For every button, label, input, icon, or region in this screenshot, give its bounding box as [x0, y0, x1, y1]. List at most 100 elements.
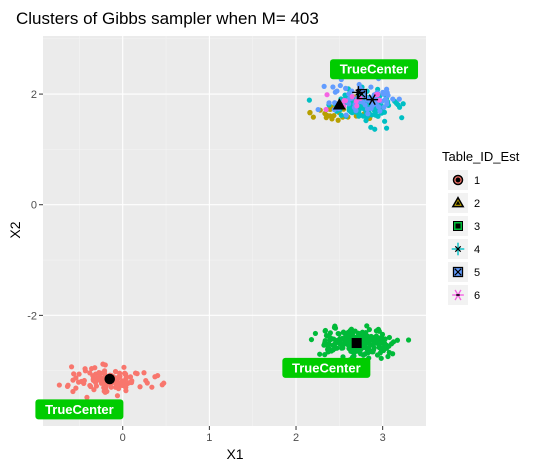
data-point-cluster-5	[380, 91, 387, 97]
data-point-cluster-4	[395, 102, 401, 108]
data-point-cluster-1	[90, 377, 96, 383]
data-point-cluster-1	[159, 382, 165, 388]
data-point-cluster-3	[323, 332, 330, 339]
estimated-center-6	[366, 94, 379, 106]
data-point-cluster-4	[383, 125, 390, 131]
data-point-cluster-1	[78, 378, 85, 385]
data-point-cluster-1	[144, 380, 150, 386]
data-point-cluster-3	[360, 352, 367, 358]
data-point-cluster-3	[359, 329, 366, 335]
data-point-cluster-5	[330, 84, 336, 90]
axes: 0 1 2 3 -2 0 2	[27, 89, 386, 444]
data-point-cluster-4	[358, 112, 364, 118]
data-point-cluster-1	[84, 394, 90, 400]
legend-key-2	[451, 196, 465, 208]
data-point-cluster-3	[330, 347, 336, 353]
estimated-center-1	[104, 373, 115, 385]
data-point-cluster-3	[308, 336, 315, 343]
y-axis-title: X2	[7, 221, 23, 238]
true-center-label: TrueCenter	[45, 402, 114, 417]
data-point-cluster-5	[356, 81, 362, 88]
legend-label: 1	[474, 175, 480, 187]
data-point-cluster-3	[366, 326, 372, 333]
data-point-cluster-4	[400, 101, 406, 107]
data-point-cluster-6	[375, 91, 381, 98]
data-point-cluster-3	[377, 345, 383, 351]
data-point-cluster-5	[376, 104, 382, 110]
data-point-cluster-5	[390, 96, 396, 102]
data-point-cluster-3	[394, 337, 401, 343]
data-point-cluster-1	[137, 384, 143, 390]
data-point-cluster-4	[382, 118, 388, 124]
data-point-cluster-3	[378, 355, 384, 361]
data-point-cluster-5	[346, 101, 352, 107]
data-point-cluster-5	[377, 108, 383, 114]
data-point-cluster-4	[368, 124, 374, 130]
data-point-cluster-1	[102, 371, 108, 377]
y-tick-label: 2	[31, 89, 37, 101]
data-point-cluster-6	[349, 94, 355, 100]
data-point-cluster-3	[374, 337, 380, 343]
x-tick-label: 1	[206, 432, 212, 444]
data-point-cluster-1	[155, 372, 161, 379]
data-point-cluster-1	[76, 371, 82, 377]
true-center-label: TrueCenter	[340, 62, 409, 77]
data-point-cluster-5	[321, 83, 327, 89]
data-point-cluster-4	[381, 109, 388, 115]
data-point-cluster-3	[361, 333, 368, 339]
data-point-cluster-1	[103, 385, 109, 391]
data-point-cluster-4	[348, 109, 354, 115]
data-point-cluster-3	[322, 327, 329, 334]
data-point-cluster-6	[324, 92, 330, 98]
data-point-cluster-5	[332, 89, 338, 95]
data-point-cluster-3	[386, 334, 393, 341]
data-point-cluster-3	[351, 353, 357, 359]
data-point-cluster-1	[70, 388, 76, 395]
data-point-cluster-3	[365, 350, 371, 356]
data-point-cluster-1	[73, 385, 79, 391]
data-point-cluster-4	[363, 117, 369, 124]
data-point-cluster-3	[374, 352, 381, 358]
data-point-cluster-3	[336, 331, 342, 337]
data-point-cluster-2	[335, 117, 341, 123]
data-point-cluster-6	[353, 98, 359, 104]
y-tick-label: -2	[27, 310, 37, 322]
data-point-cluster-5	[343, 85, 349, 91]
legend-title: Table_ID_Est	[442, 149, 520, 164]
x-axis-title: X1	[226, 446, 243, 462]
legend-key-1	[452, 174, 464, 186]
data-point-cluster-5	[384, 101, 390, 107]
data-point-cluster-3	[340, 329, 347, 335]
data-point-cluster-1	[123, 374, 129, 380]
estimated-centers	[104, 86, 379, 385]
data-point-cluster-3	[346, 340, 352, 346]
legend: Table_ID_Est 1 2 3 4 5 6	[442, 149, 520, 305]
data-point-cluster-1	[141, 370, 147, 376]
data-point-cluster-2	[329, 116, 335, 122]
data-point-cluster-4	[338, 112, 344, 118]
data-point-cluster-5	[315, 106, 321, 113]
data-point-cluster-3	[340, 345, 346, 351]
x-tick-label: 3	[380, 432, 386, 444]
estimated-center-2	[332, 98, 346, 110]
data-point-cluster-2	[322, 110, 328, 117]
data-point-cluster-1	[93, 383, 100, 389]
data-point-cluster-3	[343, 336, 349, 342]
data-point-cluster-1	[112, 368, 119, 375]
data-point-cluster-2	[310, 114, 316, 120]
data-point-cluster-1	[108, 384, 114, 390]
data-point-cluster-5	[332, 100, 338, 106]
estimated-center-3	[351, 338, 362, 349]
data-point-cluster-1	[113, 375, 120, 381]
data-point-cluster-3	[325, 349, 331, 355]
data-point-cluster-1	[132, 370, 139, 376]
data-point-cluster-3	[379, 336, 385, 342]
data-point-cluster-5	[384, 86, 390, 92]
data-point-cluster-1	[114, 382, 120, 389]
data-point-cluster-1	[64, 383, 71, 389]
data-point-cluster-1	[82, 368, 88, 374]
data-point-cluster-1	[100, 361, 106, 367]
data-point-cluster-3	[385, 353, 391, 360]
data-point-cluster-5	[326, 100, 332, 106]
